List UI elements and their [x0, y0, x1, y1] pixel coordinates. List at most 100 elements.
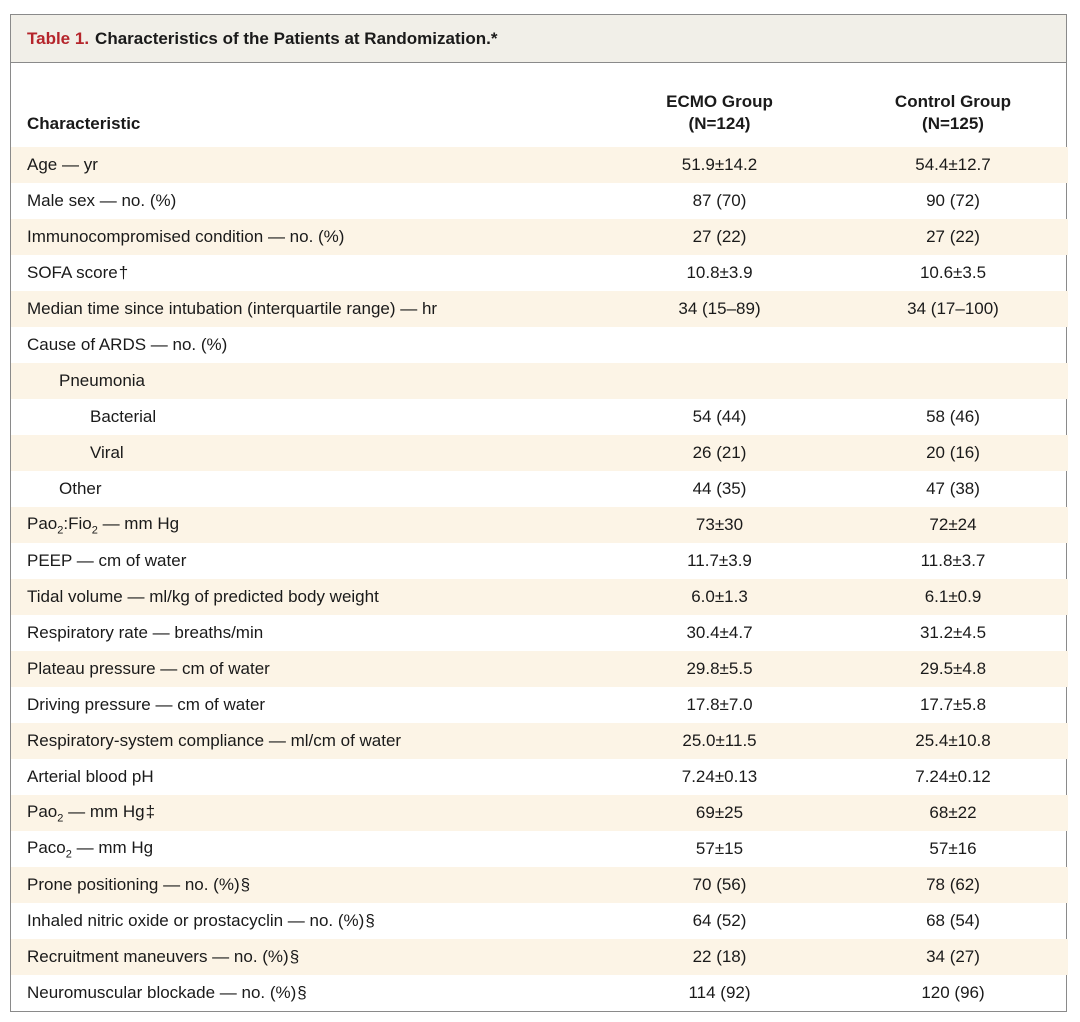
ecmo-value: 114 (92): [688, 983, 751, 1002]
row-label: Cause of ARDS — no. (%): [27, 335, 228, 354]
row-label: Plateau pressure — cm of water: [11, 651, 601, 687]
row-label: Immunocompromised condition — no. (%): [11, 219, 601, 255]
control-value: 57±16: [929, 839, 977, 858]
row-label-cell: Pao2:Fio2 — mm Hg: [11, 507, 601, 543]
table-row: SOFA score† 10.8±3.9 10.6±3.5: [11, 255, 1068, 291]
control-value: 78 (62): [838, 867, 1068, 903]
control-value: 27 (22): [838, 219, 1068, 255]
table-row: Median time since intubation (interquart…: [11, 291, 1068, 327]
row-label: SOFA score: [27, 263, 118, 282]
control-value: 58 (46): [926, 407, 980, 426]
control-value: 34 (27): [838, 939, 1068, 975]
row-label: Prone positioning — no. (%): [27, 875, 240, 894]
ecmo-value: 11.7±3.9: [687, 551, 752, 570]
table-row: Neuromuscular blockade — no. (%)§ 114 (9…: [11, 975, 1068, 1011]
row-label-part: — mm Hg: [71, 837, 154, 857]
row-label-part: — mm Hg: [63, 801, 145, 821]
ecmo-value: 69±25: [601, 795, 838, 831]
footnote-mark: ‡: [145, 801, 156, 821]
table-row: Other 44 (35) 47 (38): [11, 471, 1068, 507]
row-label-part: — mm Hg: [97, 513, 180, 533]
table-row: Paco2 — mm Hg 57±15 57±16: [11, 831, 1068, 867]
row-label: Bacterial: [90, 407, 157, 426]
ecmo-value: 54 (44): [692, 407, 747, 426]
table-caption: Table 1. Characteristics of the Patients…: [11, 15, 1066, 63]
table-row: Prone positioning — no. (%)§ 70 (56) 78 …: [11, 867, 1068, 903]
row-label-part: Pao: [27, 801, 58, 821]
table-row: Immunocompromised condition — no. (%) 27…: [11, 219, 1068, 255]
table-row: Cause of ARDS — no. (%): [11, 327, 1068, 363]
control-value: 10.6±3.5: [919, 263, 987, 282]
ecmo-value: 51.9±14.2: [601, 147, 838, 183]
row-label-cell: Paco2 — mm Hg: [11, 831, 601, 867]
row-label: Tidal volume — ml/kg of predicted body w…: [11, 579, 601, 615]
table-row: Tidal volume — ml/kg of predicted body w…: [11, 579, 1068, 615]
row-label-part: :Fio: [63, 513, 92, 533]
table-row: PEEP — cm of water 11.7±3.9 11.8±3.7: [11, 543, 1068, 579]
table-row: Arterial blood pH 7.24±0.13 7.24±0.12: [11, 759, 1068, 795]
footnote-mark: §: [240, 875, 251, 894]
control-value: 68±22: [838, 795, 1068, 831]
table-row: Respiratory-system compliance — ml/cm of…: [11, 723, 1068, 759]
ecmo-value: 6.0±1.3: [601, 579, 838, 615]
row-label-cell: Pao2 — mm Hg‡: [11, 795, 601, 831]
ecmo-value: 34 (15–89): [601, 291, 838, 327]
control-value: 29.5±4.8: [838, 651, 1068, 687]
control-value: 72±24: [838, 507, 1068, 543]
ecmo-value: 29.8±5.5: [601, 651, 838, 687]
ecmo-value: 70 (56): [601, 867, 838, 903]
subscript: 2: [57, 524, 64, 537]
ecmo-value: 25.0±11.5: [601, 723, 838, 759]
table-caption-label: Table 1.: [27, 28, 90, 48]
row-label-cell: Neuromuscular blockade — no. (%)§: [11, 975, 601, 1011]
row-label: Age — yr: [11, 147, 601, 183]
row-label: Driving pressure — cm of water: [27, 695, 266, 714]
header-control-group-n: (N=125): [922, 114, 984, 133]
header-control-group-name: Control Group: [894, 92, 1012, 111]
control-value: 6.1±0.9: [838, 579, 1068, 615]
table-header-row: Characteristic ECMO Group (N=124) Contro…: [11, 63, 1068, 147]
ecmo-value: 57±15: [695, 839, 744, 858]
row-label-cell: Recruitment maneuvers — no. (%)§: [11, 939, 601, 975]
footnote-mark: §: [365, 911, 375, 930]
control-value: 90 (72): [926, 191, 980, 210]
table-caption-footnote-mark: *: [490, 28, 498, 48]
row-label: PEEP — cm of water: [27, 551, 187, 570]
table-row: Respiratory rate — breaths/min 30.4±4.7 …: [11, 615, 1068, 651]
table-row: Male sex — no. (%) 87 (70) 90 (72): [11, 183, 1068, 219]
ecmo-value: 26 (21): [601, 435, 838, 471]
header-ecmo-group-n: (N=124): [688, 114, 751, 133]
row-label-cell: SOFA score†: [11, 255, 601, 291]
row-label: Median time since intubation (interquart…: [11, 291, 601, 327]
control-value: 7.24±0.12: [915, 767, 991, 786]
table-row: Plateau pressure — cm of water 29.8±5.5 …: [11, 651, 1068, 687]
ecmo-value: 87 (70): [692, 191, 747, 210]
ecmo-value: 17.8±7.0: [686, 695, 753, 714]
ecmo-value: 30.4±4.7: [686, 623, 753, 642]
control-value: 31.2±4.5: [919, 623, 987, 642]
table-caption-text: Characteristics of the Patients at Rando…: [95, 28, 491, 48]
table-row: Pao2 — mm Hg‡ 69±25 68±22: [11, 795, 1068, 831]
footnote-mark: †: [118, 263, 129, 282]
row-label-part: Pao: [27, 513, 58, 533]
control-value: 17.7±5.8: [919, 695, 987, 714]
control-value: [838, 363, 1068, 399]
table-row: Inhaled nitric oxide or prostacyclin — n…: [11, 903, 1068, 939]
control-value: 54.4±12.7: [838, 147, 1068, 183]
row-label: Male sex — no. (%): [27, 191, 177, 210]
table-row: Recruitment maneuvers — no. (%)§ 22 (18)…: [11, 939, 1068, 975]
row-label: Neuromuscular blockade — no. (%): [27, 983, 297, 1002]
ecmo-value: [601, 327, 838, 363]
header-control-group: Control Group (N=125): [838, 63, 1068, 147]
ecmo-value: 27 (22): [601, 219, 838, 255]
row-label: Other: [59, 479, 102, 498]
ecmo-value: 73±30: [601, 507, 838, 543]
row-label: Pneumonia: [11, 363, 601, 399]
row-label-cell: Prone positioning — no. (%)§: [11, 867, 601, 903]
ecmo-value: 10.8±3.9: [686, 263, 753, 282]
subscript: 2: [91, 524, 98, 537]
ecmo-value: 44 (35): [692, 479, 747, 498]
table-row: Pneumonia: [11, 363, 1068, 399]
characteristics-table: Characteristic ECMO Group (N=124) Contro…: [11, 63, 1068, 1011]
header-ecmo-group: ECMO Group (N=124): [601, 63, 838, 147]
